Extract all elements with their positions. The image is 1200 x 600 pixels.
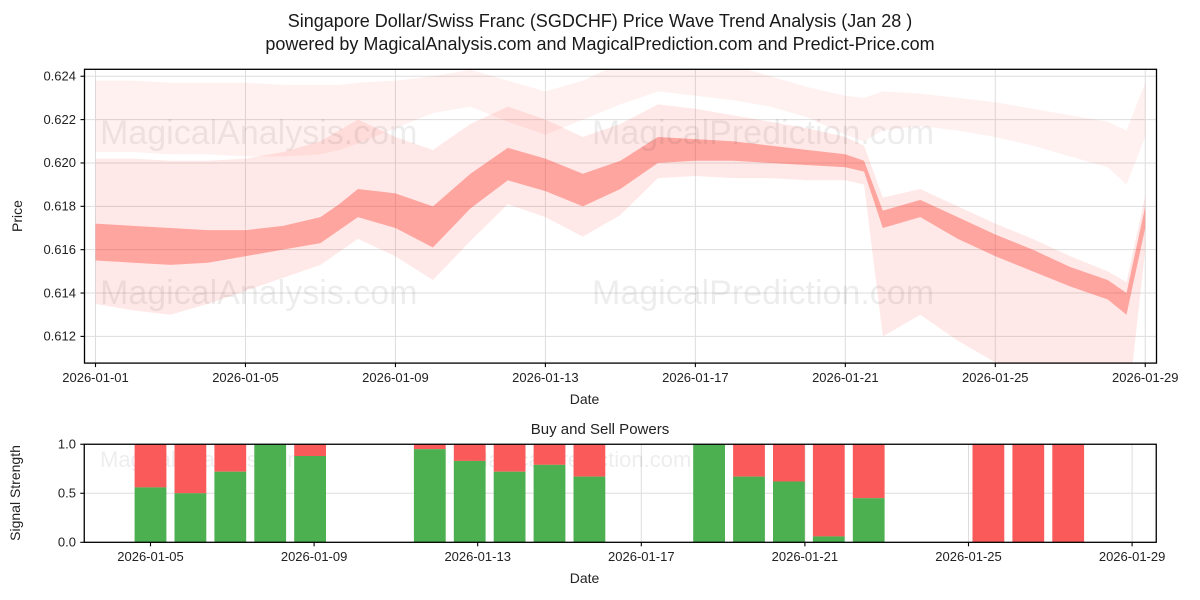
svg-text:0.624: 0.624 bbox=[43, 69, 76, 84]
svg-text:MagicalPrediction.com: MagicalPrediction.com bbox=[592, 274, 934, 312]
svg-text:MagicalPrediction.com: MagicalPrediction.com bbox=[592, 114, 934, 152]
svg-text:MagicalAnalysis.com: MagicalAnalysis.com bbox=[100, 274, 417, 312]
svg-text:2026-01-05: 2026-01-05 bbox=[117, 549, 184, 564]
svg-text:2026-01-17: 2026-01-17 bbox=[608, 549, 675, 564]
svg-text:2026-01-13: 2026-01-13 bbox=[444, 549, 511, 564]
svg-text:Buy and Sell Powers: Buy and Sell Powers bbox=[531, 421, 669, 438]
svg-text:1.0: 1.0 bbox=[58, 437, 76, 452]
svg-text:0.5: 0.5 bbox=[58, 486, 76, 501]
svg-text:Signal Strength: Signal Strength bbox=[7, 445, 23, 541]
svg-text:MagicalAnalysis.com: MagicalAnalysis.com bbox=[100, 114, 417, 152]
svg-text:2026-01-29: 2026-01-29 bbox=[1099, 549, 1166, 564]
svg-text:0.620: 0.620 bbox=[43, 155, 76, 170]
svg-text:0.614: 0.614 bbox=[43, 285, 76, 300]
svg-text:2026-01-21: 2026-01-21 bbox=[772, 549, 839, 564]
svg-text:0.622: 0.622 bbox=[43, 112, 76, 127]
svg-text:0.0: 0.0 bbox=[58, 535, 76, 550]
svg-text:Date: Date bbox=[570, 570, 600, 586]
svg-text:2026-01-25: 2026-01-25 bbox=[935, 549, 1002, 564]
svg-text:0.612: 0.612 bbox=[43, 329, 76, 344]
svg-text:0.616: 0.616 bbox=[43, 242, 76, 257]
svg-text:0.618: 0.618 bbox=[43, 199, 76, 214]
svg-text:2026-01-09: 2026-01-09 bbox=[281, 549, 348, 564]
svg-text:Price: Price bbox=[9, 200, 25, 232]
